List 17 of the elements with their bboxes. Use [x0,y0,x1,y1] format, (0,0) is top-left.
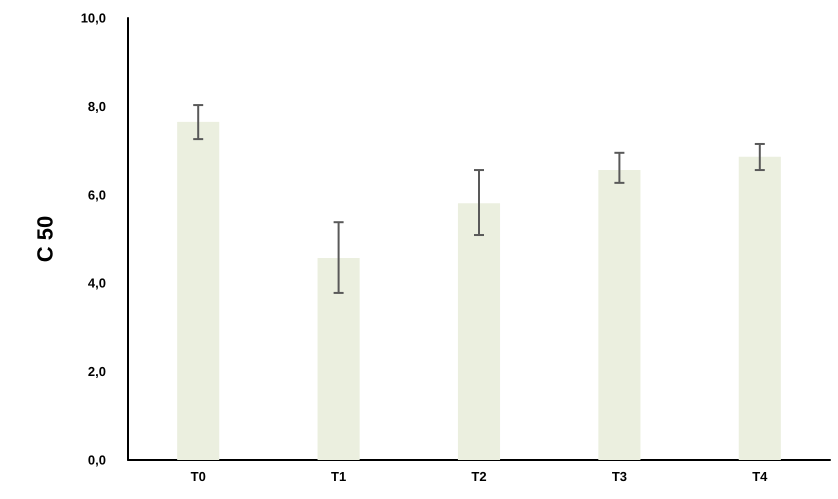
y-tick-label: 2,0 [88,364,106,380]
y-tick-label: 10,0 [80,10,106,26]
y-tick-label: 8,0 [88,98,106,114]
x-tick-label: T3 [612,469,627,484]
x-tick-label: T0 [190,469,206,484]
bar [738,156,781,460]
y-tick-label: 6,0 [88,187,106,202]
x-tick-label: T4 [752,469,768,484]
y-tick-label: 0,0 [88,452,106,468]
bar [598,170,640,460]
y-axis-title: C 50 [32,216,58,262]
x-tick-label: T2 [471,469,487,484]
y-tick-label: 4,0 [88,276,106,291]
bar [458,203,500,460]
x-tick-label: T1 [331,469,346,484]
bar [318,258,360,460]
bar [177,122,220,460]
